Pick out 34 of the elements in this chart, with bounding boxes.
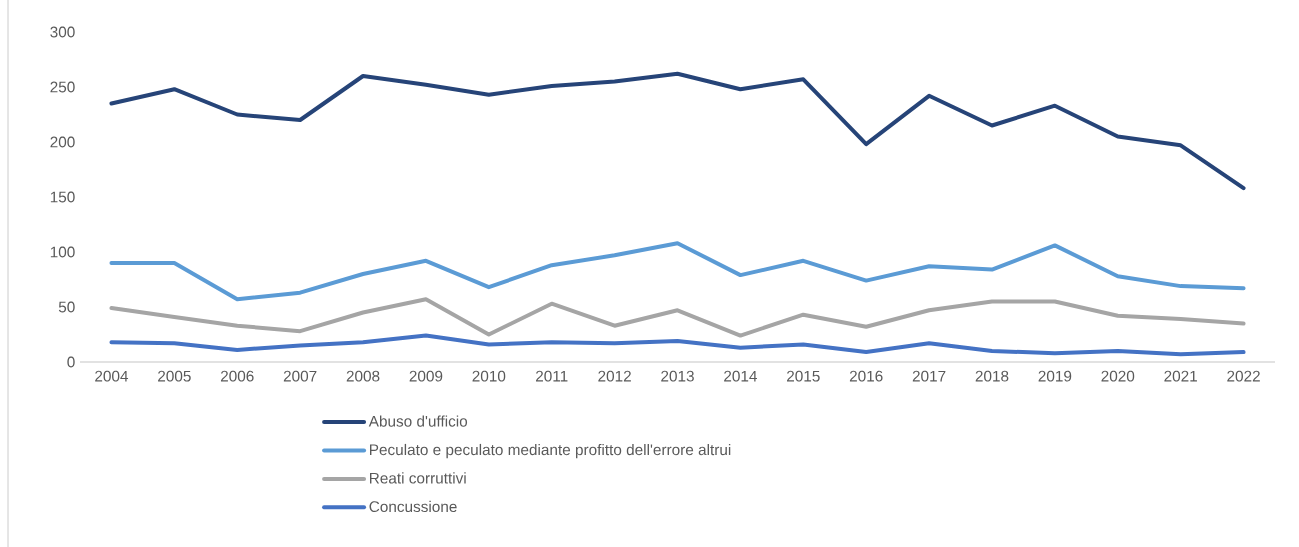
x-tick-label: 2005 xyxy=(158,370,191,382)
y-tick-label: 100 xyxy=(50,246,75,258)
line-series xyxy=(109,333,1246,357)
legend-label: Reati corruttivi xyxy=(370,472,466,484)
x-tick-label: 2015 xyxy=(787,370,820,382)
x-tick-label: 2011 xyxy=(536,370,568,382)
line-series xyxy=(109,71,1246,191)
x-tick-label: 2021 xyxy=(1164,370,1197,382)
y-tick-label: 0 xyxy=(67,356,75,368)
x-tick-label: 2004 xyxy=(95,370,129,382)
y-tick-label: 150 xyxy=(50,191,75,203)
line-series xyxy=(109,241,1246,302)
x-tick-label: 2006 xyxy=(220,370,254,382)
x-tick-label: 2012 xyxy=(598,370,631,382)
x-tick-label: 2014 xyxy=(724,370,757,382)
x-tick-label: 2022 xyxy=(1227,370,1260,382)
x-tick-label: 2007 xyxy=(283,370,317,382)
x-tick-label: 2018 xyxy=(975,370,1009,382)
x-tick-label: 2020 xyxy=(1101,370,1135,382)
line-series xyxy=(109,297,1246,338)
x-tick-label: 2017 xyxy=(912,370,946,382)
x-tick-label: 2013 xyxy=(661,370,694,382)
legend-label: Concussione xyxy=(369,500,457,513)
x-tick-label: 2009 xyxy=(409,370,443,382)
y-tick-label: 250 xyxy=(50,81,75,93)
y-tick-label: 50 xyxy=(58,301,75,313)
x-tick-label: 2019 xyxy=(1038,370,1072,382)
x-tick-label: 2008 xyxy=(346,370,380,382)
x-tick-label: 2016 xyxy=(849,370,883,382)
y-tick-label: 200 xyxy=(50,136,75,148)
legend-label: Peculato e peculato mediante profitto dell'errore altrui xyxy=(370,443,731,459)
legend-label: Abuso d'ufficio xyxy=(368,415,468,427)
x-tick-label: 2010 xyxy=(472,370,506,382)
y-tick-label: 300 xyxy=(50,26,75,38)
